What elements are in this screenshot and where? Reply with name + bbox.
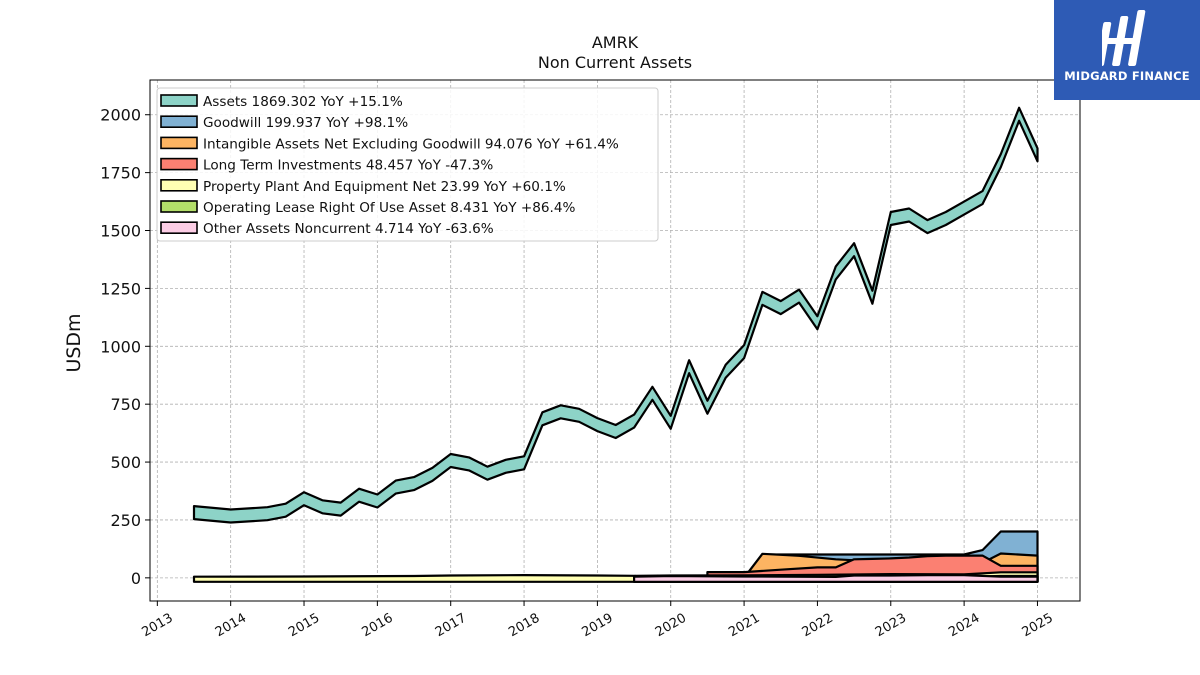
x-tick-label: 2015 xyxy=(286,611,322,641)
x-tick-label: 2025 xyxy=(1020,611,1056,641)
other-assets-area xyxy=(633,574,1039,583)
legend-label: Intangible Assets Net Excluding Goodwill… xyxy=(203,136,619,152)
y-tick-label: 0 xyxy=(131,569,141,588)
legend-swatch xyxy=(160,94,198,107)
y-tick-label: 2000 xyxy=(100,106,141,125)
y-tick-label: 1500 xyxy=(100,222,141,241)
legend-swatch xyxy=(160,179,198,192)
legend-label: Goodwill 199.937 YoY +98.1% xyxy=(203,115,408,131)
y-tick-label: 1000 xyxy=(100,337,141,356)
legend-swatch xyxy=(160,136,198,150)
x-tick-label: 2018 xyxy=(506,611,542,641)
brand-logo: MIDGARD FINANCE xyxy=(1054,0,1200,100)
legend-swatch xyxy=(160,221,198,234)
legend-box xyxy=(156,87,659,242)
midgard-logo-icon xyxy=(1102,10,1146,66)
legend-swatch xyxy=(160,200,198,213)
assets-area xyxy=(192,106,1039,524)
legend-label: Long Term Investments 48.457 YoY -47.3% xyxy=(203,158,493,174)
x-tick-label: 2024 xyxy=(946,611,982,641)
y-tick-label: 1750 xyxy=(100,164,141,183)
x-tick-label: 2020 xyxy=(653,611,689,641)
x-tick-label: 2017 xyxy=(433,611,469,641)
legend-label: Other Assets Noncurrent 4.714 YoY -63.6% xyxy=(203,221,494,237)
legend-swatch xyxy=(160,115,198,128)
plot-frame xyxy=(149,79,1081,602)
y-tick-label: 750 xyxy=(110,395,141,414)
chart-subtitle: Non Current Assets xyxy=(537,53,693,72)
chart-title: AMRK xyxy=(591,33,639,52)
y-tick-label: 500 xyxy=(110,453,141,472)
x-tick-label: 2023 xyxy=(873,611,909,641)
legend-label: Operating Lease Right Of Use Asset 8.431… xyxy=(203,200,576,216)
x-tick-label: 2019 xyxy=(580,611,616,641)
legend-label: Property Plant And Equipment Net 23.99 Y… xyxy=(203,179,566,195)
y-tick-label: 250 xyxy=(110,511,141,530)
x-tick-label: 2021 xyxy=(726,611,762,641)
x-tick-label: 2013 xyxy=(140,611,176,641)
x-tick-label: 2014 xyxy=(213,611,249,641)
legend-label: Assets 1869.302 YoY +15.1% xyxy=(203,94,403,110)
legend-swatch xyxy=(160,157,198,171)
x-tick-label: 2022 xyxy=(800,611,836,641)
y-tick-label: 1250 xyxy=(100,279,141,298)
x-tick-label: 2016 xyxy=(360,611,396,641)
y-axis-label: USDm xyxy=(63,313,85,372)
brand-name: MIDGARD FINANCE xyxy=(1064,69,1190,83)
legend: Assets 1869.302 YoY +15.1% Goodwill 199.9… xyxy=(156,87,659,242)
series-areas xyxy=(192,106,1039,583)
